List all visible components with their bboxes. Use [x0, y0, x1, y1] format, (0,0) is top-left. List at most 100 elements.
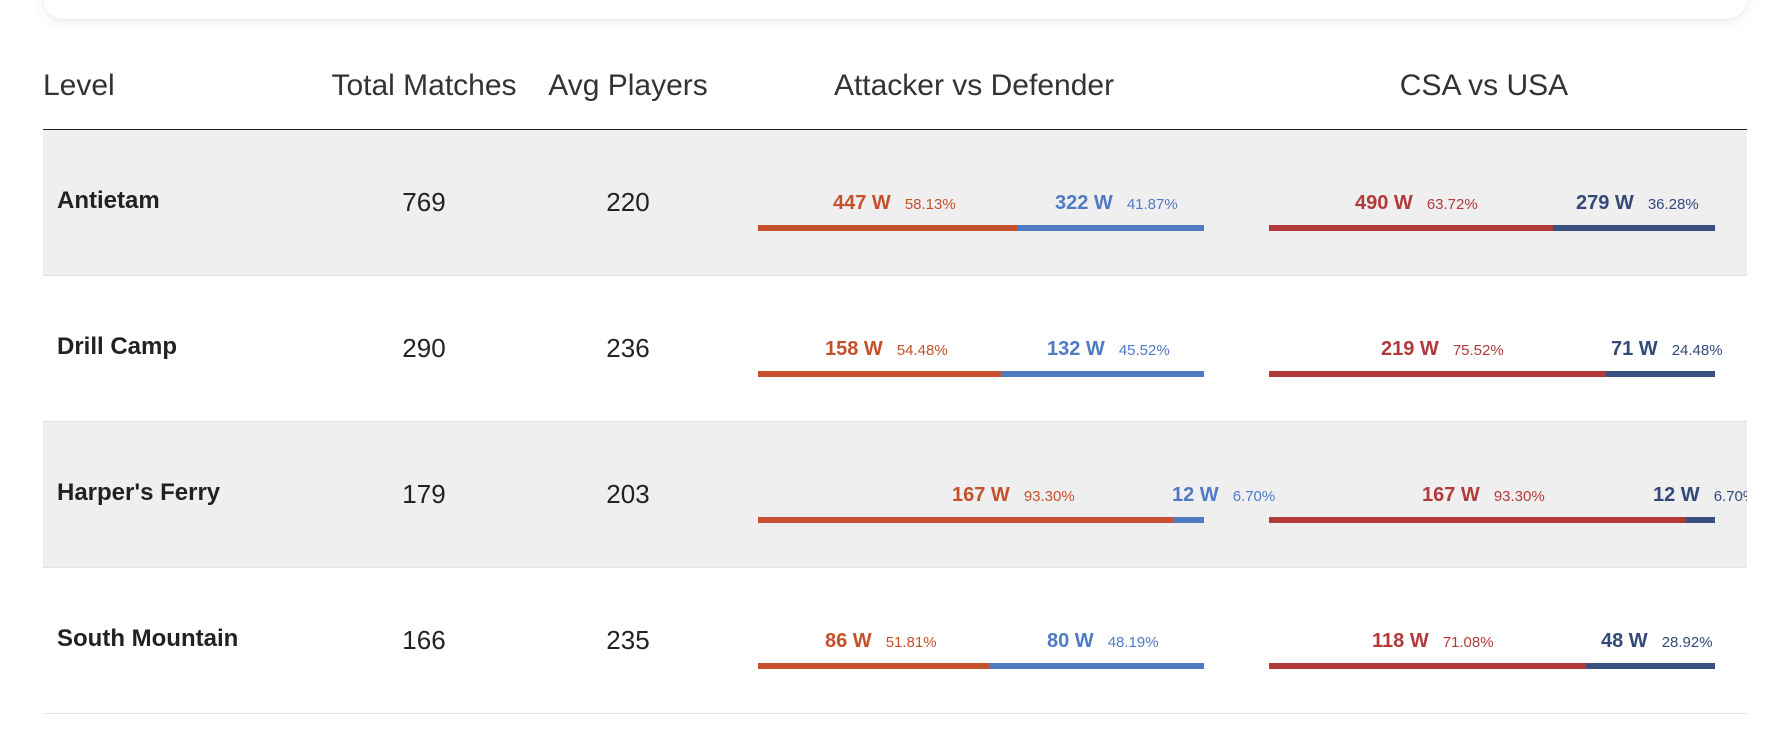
csa-usa-bar: 490 W 63.72% 279 W 36.28% [1269, 130, 1715, 275]
bar-labels: 447 W 58.13% 322 W 41.87% [758, 191, 1204, 215]
csa-wins-label: 219 W 75.52% [1381, 337, 1504, 363]
usa-bar-segment [1553, 225, 1715, 231]
wins-count: 86 W [825, 630, 872, 652]
table-row[interactable]: Drill Camp 290 236 158 W 54.48% 132 W 45.52% 21… [43, 276, 1747, 422]
wins-count: 12 W [1653, 484, 1700, 506]
split-bar [758, 663, 1204, 669]
attacker-defender-bar: 158 W 54.48% 132 W 45.52% [758, 276, 1204, 421]
wins-count: 447 W [833, 192, 891, 214]
csa-wins-label: 167 W 93.30% [1422, 483, 1545, 509]
avg-players-value: 236 [606, 333, 650, 363]
split-bar [1269, 517, 1715, 523]
win-percentage: 28.92% [1661, 634, 1713, 651]
bar-labels: 86 W 51.81% 80 W 48.19% [758, 629, 1204, 653]
attacker-defender-bar: 447 W 58.13% 322 W 41.87% [758, 130, 1204, 275]
win-percentage: 54.48% [896, 342, 948, 359]
table-row[interactable]: South Mountain 166 235 86 W 51.81% 80 W 48.19%… [43, 568, 1747, 714]
usa-wins-label: 71 W 24.48% [1611, 337, 1723, 363]
bar-labels: 219 W 75.52% 71 W 24.48% [1269, 337, 1723, 363]
defender-wins-label: 80 W 48.19% [1047, 629, 1159, 655]
win-percentage: 75.52% [1452, 342, 1504, 359]
bar-labels: 167 W 93.30% 12 W 6.70% [1269, 483, 1747, 509]
header-level[interactable]: Level [43, 69, 115, 102]
usa-bar-segment [1685, 517, 1715, 523]
level-name: Drill Camp [57, 333, 178, 360]
bar-labels: 167 W 93.30% 12 W 6.70% [758, 483, 1275, 509]
win-percentage: 93.30% [1493, 488, 1545, 505]
table-row[interactable]: Antietam 769 220 447 W 58.13% 322 W 41.87% 490 … [43, 130, 1747, 276]
avg-players-value: 203 [606, 479, 650, 509]
top-card [43, 0, 1747, 19]
attacker-defender-bar: 86 W 51.81% 80 W 48.19% [758, 568, 1204, 713]
usa-bar-segment [1586, 663, 1715, 669]
total-matches-value: 179 [402, 479, 446, 509]
defender-wins-label: 12 W 6.70% [1172, 483, 1275, 509]
win-percentage: 71.08% [1442, 634, 1494, 651]
defender-bar-segment [1174, 517, 1204, 523]
wins-count: 167 W [1422, 484, 1480, 506]
csa-usa-bar: 118 W 71.08% 48 W 28.92% [1269, 568, 1715, 713]
bar-labels: 490 W 63.72% 279 W 36.28% [1269, 191, 1715, 215]
usa-wins-label: 48 W 28.92% [1601, 629, 1713, 655]
win-percentage: 93.30% [1023, 488, 1075, 505]
wins-count: 158 W [825, 338, 883, 360]
bar-labels: 118 W 71.08% 48 W 28.92% [1269, 629, 1715, 653]
attacker-defender-bar: 167 W 93.30% 12 W 6.70% [758, 422, 1275, 567]
defender-bar-segment [1017, 225, 1204, 231]
attacker-bar-segment [758, 371, 1001, 377]
attacker-wins-label: 167 W 93.30% [952, 483, 1075, 509]
win-percentage: 63.72% [1426, 196, 1478, 213]
csa-wins-label: 490 W 63.72% [1355, 191, 1478, 217]
win-percentage: 58.13% [904, 196, 956, 213]
usa-wins-label: 12 W 6.70% [1653, 483, 1747, 509]
wins-count: 279 W [1576, 192, 1634, 214]
wins-count: 48 W [1601, 630, 1648, 652]
avg-players-value: 235 [606, 625, 650, 655]
split-bar [1269, 371, 1715, 377]
wins-count: 322 W [1055, 192, 1113, 214]
table-header: Level Total Matches Avg Players Attacker… [43, 42, 1747, 130]
wins-count: 71 W [1611, 338, 1658, 360]
win-percentage: 41.87% [1126, 196, 1178, 213]
attacker-bar-segment [758, 663, 990, 669]
wins-count: 219 W [1381, 338, 1439, 360]
split-bar [758, 371, 1204, 377]
wins-count: 167 W [952, 484, 1010, 506]
csa-bar-segment [1269, 663, 1587, 669]
csa-bar-segment [1269, 371, 1606, 377]
avg-players-value: 220 [606, 187, 650, 217]
header-avg-players[interactable]: Avg Players [548, 69, 708, 102]
wins-count: 118 W [1372, 630, 1429, 652]
attacker-wins-label: 447 W 58.13% [833, 191, 956, 217]
win-percentage: 6.70% [1713, 488, 1747, 505]
split-bar [1269, 225, 1715, 231]
win-percentage: 24.48% [1671, 342, 1723, 359]
table-row[interactable]: Harper's Ferry 179 203 167 W 93.30% 12 W 6.70%… [43, 422, 1747, 568]
table-body: Antietam 769 220 447 W 58.13% 322 W 41.87% 490 … [43, 130, 1747, 714]
csa-bar-segment [1269, 517, 1686, 523]
attacker-bar-segment [758, 225, 1018, 231]
wins-count: 490 W [1355, 192, 1413, 214]
attacker-wins-label: 86 W 51.81% [825, 629, 937, 655]
header-total-matches[interactable]: Total Matches [331, 69, 517, 102]
attacker-wins-label: 158 W 54.48% [825, 337, 948, 363]
split-bar [1269, 663, 1715, 669]
win-percentage: 6.70% [1232, 488, 1276, 505]
attacker-bar-segment [758, 517, 1175, 523]
total-matches-value: 166 [402, 625, 446, 655]
usa-bar-segment [1605, 371, 1715, 377]
header-attacker-vs-defender[interactable]: Attacker vs Defender [833, 69, 1115, 102]
level-name: Antietam [57, 187, 160, 214]
header-csa-vs-usa[interactable]: CSA vs USA [1399, 69, 1569, 102]
split-bar [758, 225, 1204, 231]
win-percentage: 51.81% [885, 634, 937, 651]
usa-wins-label: 279 W 36.28% [1576, 191, 1699, 217]
wins-count: 80 W [1047, 630, 1094, 652]
level-name: South Mountain [57, 625, 239, 652]
defender-bar-segment [989, 663, 1204, 669]
total-matches-value: 290 [402, 333, 446, 363]
defender-wins-label: 132 W 45.52% [1047, 337, 1170, 363]
win-percentage: 45.52% [1118, 342, 1170, 359]
bar-labels: 158 W 54.48% 132 W 45.52% [758, 337, 1204, 361]
